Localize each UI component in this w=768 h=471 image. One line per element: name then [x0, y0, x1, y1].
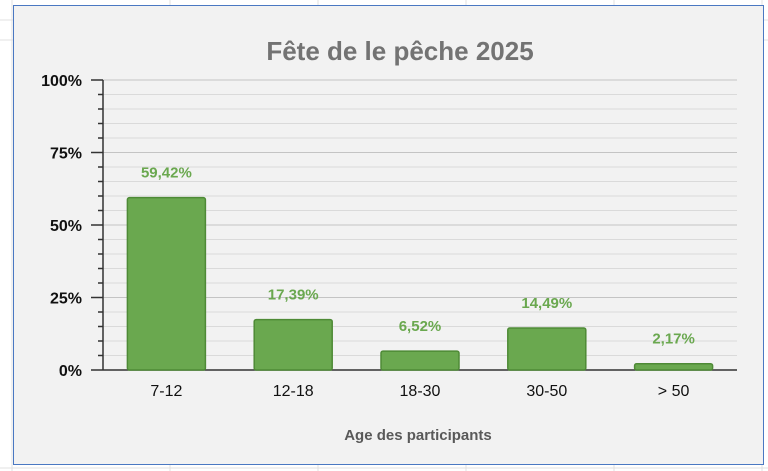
data-label: 14,49% [521, 295, 572, 312]
data-label: 59,42% [141, 165, 192, 182]
bar[interactable] [507, 327, 587, 371]
x-tick-label: > 50 [658, 383, 690, 400]
y-tick-label: 75% [50, 146, 82, 163]
x-tick-label: 18-30 [400, 383, 441, 400]
data-label: 17,39% [268, 287, 319, 304]
data-label: 2,17% [652, 331, 695, 348]
data-label: 6,52% [399, 318, 442, 335]
x-axis: 7-12 12-18 18-30 30-50 > 50 [103, 369, 737, 400]
x-tick-label: 12-18 [273, 383, 314, 400]
y-axis: 0% 25% 50% 75% 100% [41, 73, 104, 380]
bar[interactable] [253, 318, 333, 371]
x-tick-label: 7-12 [150, 383, 182, 400]
data-labels: 59,42% 17,39% 6,52% 14,49% 2,17% [141, 165, 695, 348]
bar[interactable] [380, 350, 460, 371]
bar[interactable] [633, 362, 714, 371]
y-tick-label: 50% [50, 218, 82, 235]
y-tick-label: 0% [59, 363, 82, 380]
x-tick-label: 30-50 [526, 383, 567, 400]
chart-title: Fête de le pêche 2025 [266, 36, 533, 66]
y-tick-label: 100% [41, 73, 82, 90]
bar[interactable] [126, 196, 207, 371]
y-tick-label: 25% [50, 291, 82, 308]
x-axis-title: Age des participants [344, 427, 492, 444]
bars [126, 196, 714, 371]
